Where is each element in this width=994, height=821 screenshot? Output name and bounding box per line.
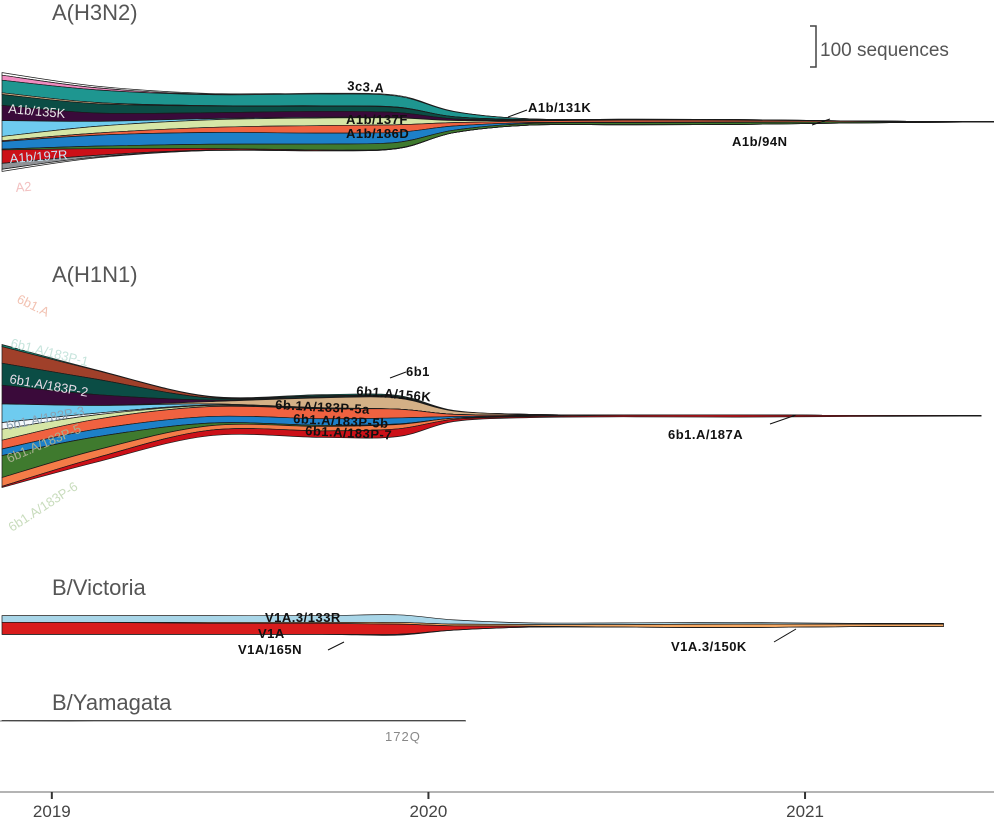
panel-title-byam: B/Yamagata (52, 690, 172, 715)
byam-labels: 172Q (0, 720, 466, 744)
stream-panel-a-h3n2- (1, 72, 994, 172)
clade-label: A2 (15, 179, 32, 195)
clade-label: 6b1.A/156K (356, 383, 432, 404)
stream-layer-v1a-165n (2, 626, 944, 636)
scale-bar: 100 sequences (810, 25, 949, 68)
bvic-labels: V1A.3/133R V1A V1A/165N V1A.3/150K (238, 610, 797, 657)
stream-layer-6b1-a-187a (1, 414, 982, 488)
h3n2-labels: A1b/135K A1b/197R A2 3c3.A A1b/137F A1b/… (8, 78, 831, 195)
x-tick-label: 2020 (410, 802, 448, 821)
leader-line (769, 414, 797, 425)
clade-label: 3c3.A (347, 78, 385, 96)
clade-label: V1A/165N (238, 642, 302, 657)
clade-label: V1A.3/150K (671, 639, 747, 654)
leader-line (327, 641, 345, 651)
clade-label: 6b1.A/183P-7 (305, 423, 393, 443)
leader-line (773, 628, 797, 643)
clade-label: V1A.3/133R (265, 610, 341, 625)
x-axis: 2019 2020 2021 (0, 791, 994, 821)
clade-label: 6b.1A/183P-5a (275, 397, 371, 417)
panel-title-bvic: B/Victoria (52, 575, 147, 600)
stream-panel-a-h1n1- (1, 344, 982, 488)
stream-panel-b-victoria (1, 614, 944, 636)
scale-bar-label: 100 sequences (820, 40, 949, 61)
clade-label: 6b1.A/187A (668, 427, 743, 442)
leader-line (389, 371, 407, 379)
clade-label: 6b1.A/183P-5b (293, 411, 389, 431)
clade-label: 6b1 (406, 364, 430, 379)
leader-line (507, 109, 528, 118)
x-tick-label: 2021 (786, 802, 824, 821)
clade-label: A1b/186D (346, 126, 409, 141)
clade-label: A1b/137F (346, 112, 408, 127)
x-tick-label: 2019 (33, 802, 71, 821)
scale-bar-bracket (810, 25, 817, 68)
clade-label: A1b/131K (528, 100, 591, 115)
leader-line (811, 118, 831, 126)
clade-label: A1b/197R (9, 147, 68, 166)
clade-label: A1b/94N (732, 134, 788, 149)
panel-title-h1n1: A(H1N1) (52, 262, 138, 287)
clade-label: 172Q (385, 729, 421, 744)
clade-label: A1b/135K (8, 101, 67, 121)
clade-label: 6b1.A (15, 291, 52, 320)
clade-label: V1A (258, 626, 285, 641)
stream-layer-other-white-2 (1, 121, 994, 172)
clade-label: 6b1.A/183P-6 (5, 479, 80, 535)
panel-title-h3n2: A(H3N2) (52, 0, 138, 25)
